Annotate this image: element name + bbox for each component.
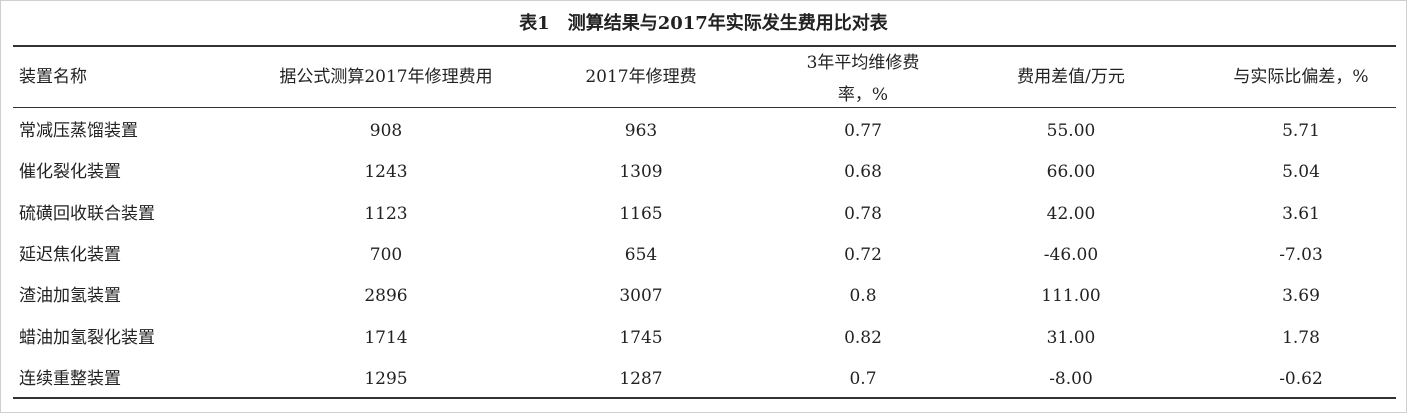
- data-cell: 0.77: [844, 121, 882, 141]
- data-cell: 66.00: [1046, 162, 1096, 183]
- top-rule: [13, 45, 1396, 47]
- data-cell: 1309: [619, 162, 663, 183]
- header-text: 3年平均维修费率，%: [806, 53, 920, 105]
- data-cell: 0.82: [844, 327, 882, 348]
- header-text: 与实际比偏差，%: [1233, 67, 1369, 87]
- data-cell: 31.00: [1046, 327, 1096, 348]
- data-cell: 42.00: [1046, 203, 1096, 224]
- data-cell: 0.72: [844, 244, 882, 265]
- data-cell: 1165: [619, 203, 663, 224]
- data-cell: -46.00: [1043, 244, 1099, 265]
- bottom-rule: [13, 397, 1396, 399]
- header-text: 费用差值/万元: [1017, 67, 1125, 87]
- data-cell: 5.04: [1282, 162, 1320, 183]
- data-cell: 1295: [364, 368, 408, 389]
- header-cell: 费用差值/万元: [971, 67, 1171, 87]
- header-cell: 装置名称: [19, 67, 239, 87]
- data-cell: 963: [624, 121, 658, 141]
- table-title: 表1 测算结果与2017年实际发生费用比对表: [519, 13, 888, 34]
- header-cell: 3年平均维修费率，%: [763, 47, 963, 111]
- header-cell: 与实际比偏差，%: [1201, 67, 1401, 87]
- data-cell: -8.00: [1049, 368, 1093, 389]
- data-cell: 111.00: [1041, 286, 1101, 307]
- data-cell: 1123: [364, 203, 408, 224]
- data-cell: 0.7: [849, 368, 877, 389]
- row-label: 常减压蒸馏装置: [19, 121, 138, 141]
- row-label: 连续重整装置: [19, 368, 121, 389]
- header-text: 2017年修理费: [585, 67, 697, 87]
- data-cell: 0.78: [844, 203, 882, 224]
- data-cell: 55.00: [1046, 121, 1096, 141]
- row-label: 延迟焦化装置: [19, 244, 121, 265]
- data-cell: -0.62: [1279, 368, 1323, 389]
- row-label: 渣油加氢装置: [19, 286, 121, 307]
- header-rule: [13, 107, 1396, 108]
- row-label: 硫磺回收联合装置: [19, 203, 155, 224]
- data-cell: 0.8: [849, 286, 877, 307]
- data-cell: 5.71: [1282, 121, 1320, 141]
- header-cell: 据公式测算2017年修理费用: [256, 67, 516, 87]
- data-cell: 1745: [619, 327, 663, 348]
- row-label: 催化裂化装置: [19, 162, 121, 183]
- data-cell: 3.61: [1282, 203, 1320, 224]
- data-cell: 700: [369, 244, 403, 265]
- data-cell: 0.68: [844, 162, 882, 183]
- data-cell: 3.69: [1282, 286, 1320, 307]
- data-cell: 1243: [364, 162, 408, 183]
- data-cell: 1.78: [1282, 327, 1320, 348]
- header-text: 装置名称: [19, 67, 87, 87]
- data-cell: -7.03: [1279, 244, 1323, 265]
- header-cell: 2017年修理费: [541, 67, 741, 87]
- data-cell: 654: [624, 244, 658, 265]
- row-label: 蜡油加氢裂化装置: [19, 327, 155, 348]
- data-cell: 3007: [619, 286, 663, 307]
- data-cell: 1714: [364, 327, 408, 348]
- data-cell: 1287: [619, 368, 663, 389]
- data-cell: 2896: [364, 286, 408, 307]
- data-cell: 908: [369, 121, 403, 141]
- header-text: 据公式测算2017年修理费用: [279, 67, 493, 87]
